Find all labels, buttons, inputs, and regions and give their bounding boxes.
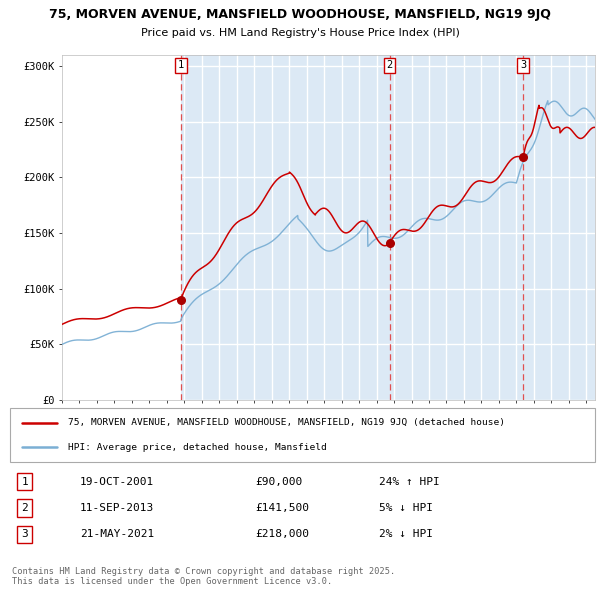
Text: 3: 3 xyxy=(21,529,28,539)
Text: 24% ↑ HPI: 24% ↑ HPI xyxy=(379,477,439,487)
Text: 5% ↓ HPI: 5% ↓ HPI xyxy=(379,503,433,513)
Text: 2: 2 xyxy=(21,503,28,513)
FancyBboxPatch shape xyxy=(10,408,595,462)
Text: 75, MORVEN AVENUE, MANSFIELD WOODHOUSE, MANSFIELD, NG19 9JQ: 75, MORVEN AVENUE, MANSFIELD WOODHOUSE, … xyxy=(49,8,551,21)
Text: 1: 1 xyxy=(21,477,28,487)
Text: £218,000: £218,000 xyxy=(256,529,310,539)
Text: 75, MORVEN AVENUE, MANSFIELD WOODHOUSE, MANSFIELD, NG19 9JQ (detached house): 75, MORVEN AVENUE, MANSFIELD WOODHOUSE, … xyxy=(68,418,505,427)
Text: 21-MAY-2021: 21-MAY-2021 xyxy=(80,529,154,539)
Text: Contains HM Land Registry data © Crown copyright and database right 2025.
This d: Contains HM Land Registry data © Crown c… xyxy=(12,566,395,586)
Text: 3: 3 xyxy=(520,60,526,70)
Text: £90,000: £90,000 xyxy=(256,477,303,487)
Text: 11-SEP-2013: 11-SEP-2013 xyxy=(80,503,154,513)
Text: 2: 2 xyxy=(386,60,393,70)
Text: 19-OCT-2001: 19-OCT-2001 xyxy=(80,477,154,487)
Text: £141,500: £141,500 xyxy=(256,503,310,513)
Bar xyxy=(62,55,181,400)
Text: 1: 1 xyxy=(178,60,184,70)
Text: Price paid vs. HM Land Registry's House Price Index (HPI): Price paid vs. HM Land Registry's House … xyxy=(140,28,460,38)
Text: 2% ↓ HPI: 2% ↓ HPI xyxy=(379,529,433,539)
Text: HPI: Average price, detached house, Mansfield: HPI: Average price, detached house, Mans… xyxy=(68,443,327,452)
